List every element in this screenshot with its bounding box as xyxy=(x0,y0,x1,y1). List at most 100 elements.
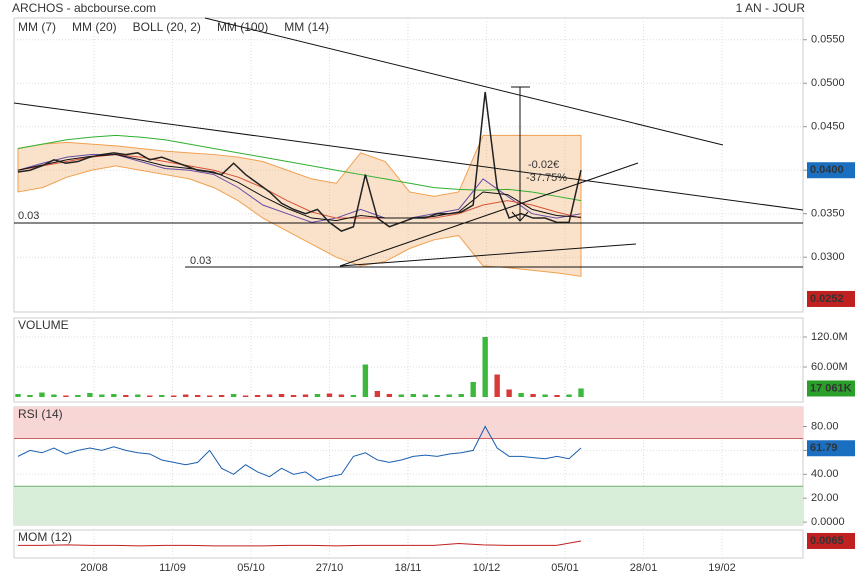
indicator-line xyxy=(17,134,582,202)
volume-bar xyxy=(434,395,440,397)
value-line xyxy=(17,91,582,232)
volume-bar xyxy=(446,394,452,397)
annotation: -37.75% xyxy=(526,172,567,184)
y-tick-label: 0.0300 xyxy=(811,251,845,263)
volume-bar xyxy=(554,395,560,397)
y-tick-label: 40.00 xyxy=(811,468,839,480)
volume-bar xyxy=(15,394,21,397)
price-badge xyxy=(807,380,855,397)
volume-bar xyxy=(147,395,153,397)
period: 1 AN - JOUR xyxy=(736,1,806,15)
volume-bar xyxy=(482,337,488,397)
legend-entry: MM (20) xyxy=(72,20,117,34)
x-tick-label: 05/10 xyxy=(237,562,265,574)
volume-bar xyxy=(314,394,321,397)
x-tick-label: 19/02 xyxy=(708,562,736,574)
volume-bar xyxy=(183,394,189,397)
volume-bar xyxy=(159,395,165,397)
volume-bar xyxy=(51,394,57,397)
annotation: 0.03 xyxy=(18,210,39,222)
volume-bar xyxy=(218,395,225,397)
badge-label: 0.0065 xyxy=(810,535,844,547)
volume-bar xyxy=(506,389,512,397)
volume-bar xyxy=(326,393,333,397)
bollinger-band xyxy=(17,134,582,277)
trend-line xyxy=(204,17,724,146)
panel-title: RSI (14) xyxy=(18,407,63,421)
volume-bar xyxy=(578,388,584,397)
volume-bar xyxy=(254,395,261,397)
volume-bar xyxy=(470,382,476,397)
volume-bar xyxy=(75,395,81,397)
volume-bar xyxy=(530,394,536,397)
y-tick-label: 0.0450 xyxy=(811,121,845,133)
volume-bar xyxy=(135,394,141,397)
x-tick-label: 10/12 xyxy=(473,562,501,574)
legend-entry: MM (14) xyxy=(284,20,329,34)
x-tick-label: 18/11 xyxy=(395,562,422,574)
x-tick-label: 20/08 xyxy=(80,562,108,574)
volume-bar xyxy=(410,394,416,397)
volume-bar xyxy=(566,394,572,397)
volume-bar xyxy=(123,395,129,397)
annotation: -0.02€ xyxy=(528,159,559,171)
volume-bar xyxy=(350,395,357,397)
volume-bar xyxy=(194,395,201,397)
indicator-line xyxy=(17,154,582,222)
x-tick-label: 05/01 xyxy=(551,562,579,574)
price-badge xyxy=(807,162,855,179)
volume-bar xyxy=(111,394,117,397)
annotation: 0.03 xyxy=(190,255,211,267)
x-tick-label: 27/10 xyxy=(316,562,344,574)
x-tick-label: 11/09 xyxy=(159,562,186,574)
badge-label: 0.0400 xyxy=(810,164,844,176)
volume-bar xyxy=(518,393,524,397)
panel-title: MOM (12) xyxy=(18,530,72,544)
volume-bar xyxy=(87,393,93,397)
value-line xyxy=(17,425,582,481)
y-tick-label: 60.00M xyxy=(811,361,848,373)
volume-bar xyxy=(398,394,405,397)
value-line xyxy=(18,540,582,547)
volume-bar xyxy=(27,395,33,397)
panel-title: VOLUME xyxy=(18,318,69,332)
measure-arrow xyxy=(511,211,529,222)
volume-bar xyxy=(458,394,464,397)
trend-line xyxy=(13,102,804,211)
volume-bar xyxy=(374,391,381,397)
oversold-zone xyxy=(14,486,803,525)
volume-bar xyxy=(278,394,285,397)
mom-panel xyxy=(13,529,804,559)
y-tick-label: 80.00 xyxy=(811,420,839,432)
overbought-zone xyxy=(14,407,803,439)
price-badge xyxy=(807,290,855,307)
volume-bar xyxy=(542,394,548,397)
x-tick-label: 28/01 xyxy=(630,562,658,574)
y-tick-label: 0.0500 xyxy=(811,77,845,89)
volume-bar xyxy=(338,394,345,397)
y-tick-label: 0.0550 xyxy=(811,34,845,46)
volume-bar xyxy=(171,395,177,397)
volume-bar xyxy=(206,395,213,397)
y-tick-label: 120.0M xyxy=(811,331,848,343)
legend-entry: BOLL (20, 2) xyxy=(133,20,201,34)
volume-bar xyxy=(230,394,237,397)
badge-label: 61.79 xyxy=(810,442,838,454)
badge-label: 17 061K xyxy=(810,382,852,394)
badge-label: 0.0252 xyxy=(810,293,844,305)
page-title: ARCHOS - abcbourse.com xyxy=(12,1,156,15)
volume-bar xyxy=(386,394,393,397)
volume-bar xyxy=(422,394,428,397)
trend-line xyxy=(339,243,637,267)
volume-bar xyxy=(39,392,45,397)
y-tick-label: 20.00 xyxy=(811,492,839,504)
price-badge xyxy=(807,532,855,549)
volume-bar xyxy=(302,394,309,397)
y-tick-label: 0.0000 xyxy=(811,516,845,528)
volume-bar xyxy=(99,394,105,397)
y-tick-label: 0.0350 xyxy=(811,208,845,220)
legend-entry: MM (7) xyxy=(18,20,56,34)
volume-bar xyxy=(63,395,69,397)
volume-bar xyxy=(494,374,500,397)
